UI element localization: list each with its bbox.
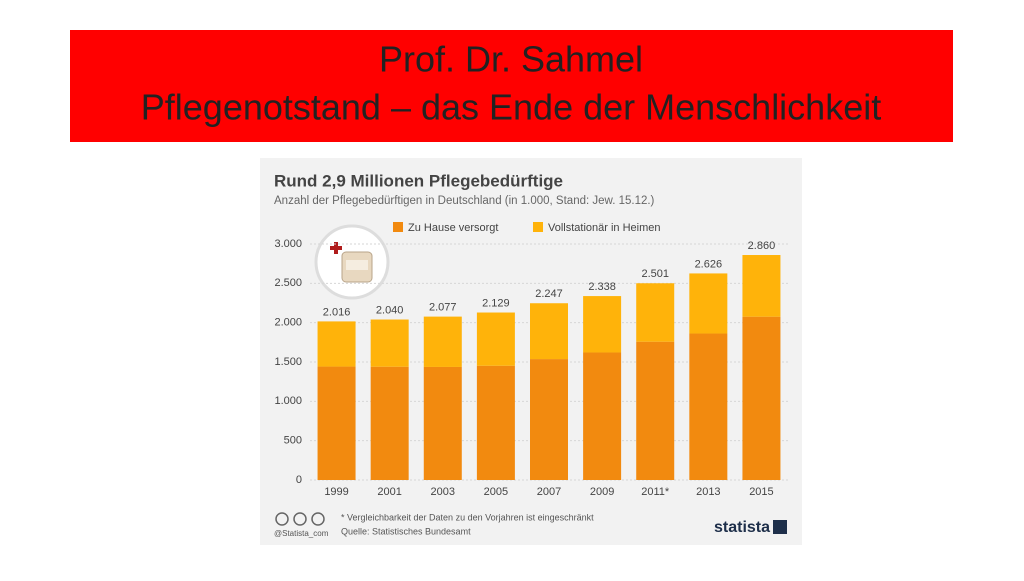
total-label: 2.860	[748, 240, 776, 252]
total-label: 2.016	[323, 306, 351, 318]
legend-label: Vollstationär in Heimen	[548, 222, 661, 234]
total-label: 2.338	[588, 281, 616, 293]
x-tick-label: 1999	[324, 486, 348, 498]
title-banner	[70, 30, 953, 142]
total-label: 2.077	[429, 302, 457, 314]
y-tick-label: 3.000	[274, 238, 302, 250]
y-tick-label: 1.000	[274, 395, 302, 407]
handle: @Statista_com	[274, 529, 329, 538]
brand: statista	[714, 519, 770, 536]
y-tick-label: 2.000	[274, 317, 302, 329]
total-label: 2.501	[641, 268, 669, 280]
bar-segment	[636, 341, 675, 480]
y-tick-label: 1.500	[274, 356, 302, 368]
x-tick-label: 2007	[537, 486, 561, 498]
bar-segment	[689, 333, 728, 480]
bar-segment	[742, 316, 781, 480]
bar-segment	[476, 365, 515, 480]
slide-title: Pflegenotstand – das Ende der Menschlich…	[141, 87, 881, 128]
total-label: 2.247	[535, 288, 563, 300]
x-tick-label: 2005	[484, 486, 508, 498]
y-tick-label: 500	[284, 435, 302, 447]
total-label: 2.626	[695, 258, 723, 270]
cc-icons	[275, 512, 325, 526]
bar-segment	[317, 321, 356, 367]
x-tick-label: 2003	[431, 486, 455, 498]
slide-title: Prof. Dr. Sahmel	[379, 39, 643, 80]
x-tick-label: 2009	[590, 486, 614, 498]
icon	[314, 224, 390, 300]
bar-segment	[423, 366, 462, 480]
footnote: * Vergleichbarkeit der Daten zu den Vorj…	[341, 512, 594, 522]
bar-segment	[689, 273, 728, 334]
y-tick-label: 2.500	[274, 277, 302, 289]
bar-segment	[476, 312, 515, 366]
x-tick-label: 2015	[749, 486, 773, 498]
x-tick-label: 2001	[377, 486, 401, 498]
bar-segment	[423, 316, 462, 367]
bar-segment	[370, 366, 409, 480]
bar-segment	[583, 296, 622, 353]
chart-title: Rund 2,9 Millionen Pflegebedürftige	[274, 171, 563, 190]
bar-segment	[583, 352, 622, 480]
brand-logo	[773, 520, 787, 534]
bar-segment	[370, 319, 409, 367]
bar-segment	[530, 303, 568, 360]
x-tick-label: 2011*	[641, 486, 670, 498]
legend-label: Zu Hause versorgt	[408, 222, 498, 234]
y-tick-label: 0	[296, 474, 302, 486]
chart-subtitle: Anzahl der Pflegebedürftigen in Deutschl…	[274, 195, 655, 207]
legend-swatch	[533, 222, 543, 232]
bar-segment	[530, 359, 568, 480]
legend-swatch	[393, 222, 403, 232]
total-label: 2.040	[376, 304, 404, 316]
bar-segment	[742, 255, 781, 317]
x-tick-label: 2013	[696, 486, 720, 498]
total-label: 2.129	[482, 297, 510, 309]
bar-segment	[636, 283, 675, 342]
source: Quelle: Statistisches Bundesamt	[341, 526, 471, 536]
bar-segment	[317, 366, 356, 480]
